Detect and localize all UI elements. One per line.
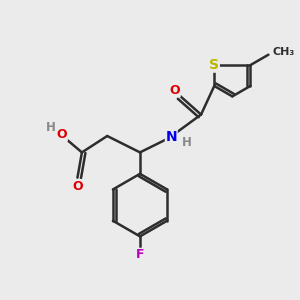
Text: S: S bbox=[209, 58, 219, 72]
Text: CH₃: CH₃ bbox=[273, 47, 295, 57]
Text: N: N bbox=[165, 130, 177, 144]
Text: F: F bbox=[136, 248, 144, 261]
Text: O: O bbox=[169, 84, 180, 97]
Text: H: H bbox=[182, 136, 192, 149]
Text: O: O bbox=[72, 179, 83, 193]
Text: H: H bbox=[46, 121, 56, 134]
Text: O: O bbox=[57, 128, 67, 141]
